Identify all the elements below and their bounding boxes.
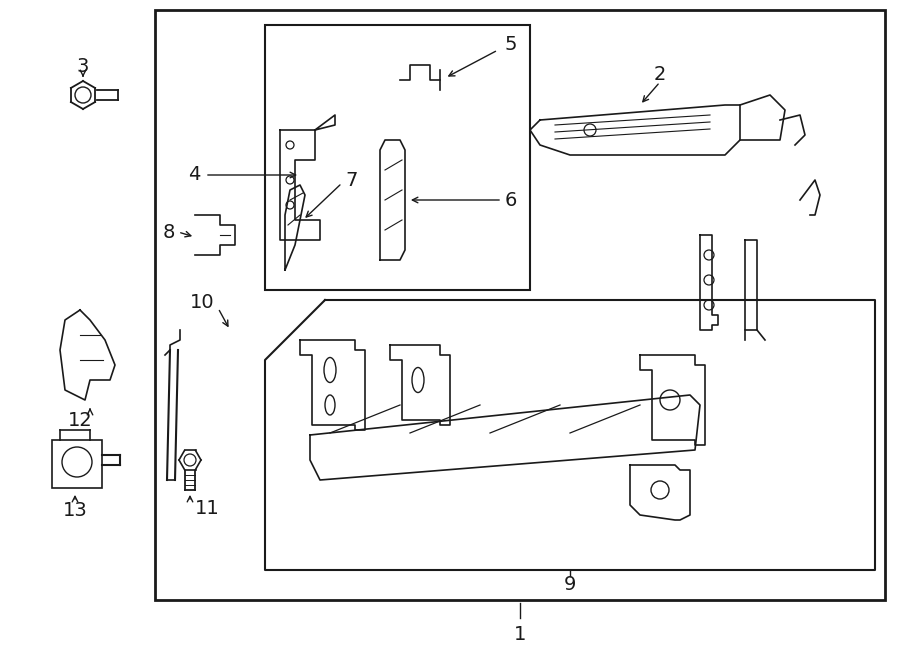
Text: 10: 10 (191, 293, 215, 313)
Text: 7: 7 (345, 171, 357, 190)
Text: 2: 2 (653, 65, 666, 85)
Text: 1: 1 (514, 625, 526, 644)
Text: 3: 3 (76, 58, 89, 77)
Text: 12: 12 (68, 410, 93, 430)
Text: 5: 5 (505, 36, 518, 54)
Text: 6: 6 (505, 190, 518, 210)
Bar (52, 440, 102, 488)
Text: 8: 8 (163, 223, 175, 241)
Bar (155, 10, 885, 600)
Text: 11: 11 (195, 498, 220, 518)
Text: 13: 13 (63, 500, 87, 520)
Text: 4: 4 (187, 165, 200, 184)
Bar (265, 25, 530, 290)
Text: 9: 9 (563, 576, 576, 594)
